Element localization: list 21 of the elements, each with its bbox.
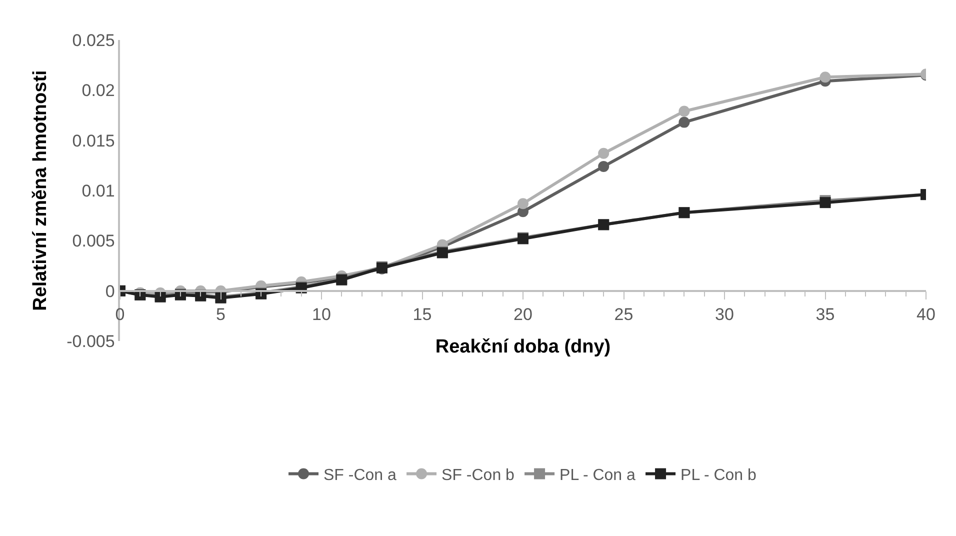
- x-tick-label: 15: [412, 305, 432, 324]
- x-tick-label: 30: [715, 305, 734, 324]
- x-axis-title: Reakční doba (dny): [435, 336, 611, 358]
- y-axis-title: Relativní změna hmotnosti: [30, 70, 51, 311]
- x-tick-label: 20: [514, 305, 532, 324]
- legend-label: SF -Con b: [442, 467, 515, 484]
- x-tick-label: 10: [312, 305, 331, 324]
- x-tick-label: 35: [816, 305, 835, 324]
- y-tick-label: 0.02: [82, 81, 115, 100]
- y-tick-label: 0.015: [72, 131, 115, 150]
- legend-label: PL - Con a: [560, 467, 636, 484]
- y-tick-label: 0: [105, 282, 115, 301]
- y-tick-label: -0.005: [66, 332, 115, 352]
- x-tick-label: 25: [614, 305, 634, 324]
- y-tick-label: 0.005: [72, 232, 115, 251]
- x-tick-label: 40: [916, 305, 936, 324]
- legend-label: PL - Con b: [680, 467, 757, 484]
- legend-label: SF -Con a: [324, 467, 397, 484]
- y-tick-label: 0.01: [82, 181, 115, 200]
- x-tick-label: 5: [216, 305, 226, 324]
- y-tick-label: 0.025: [72, 30, 115, 50]
